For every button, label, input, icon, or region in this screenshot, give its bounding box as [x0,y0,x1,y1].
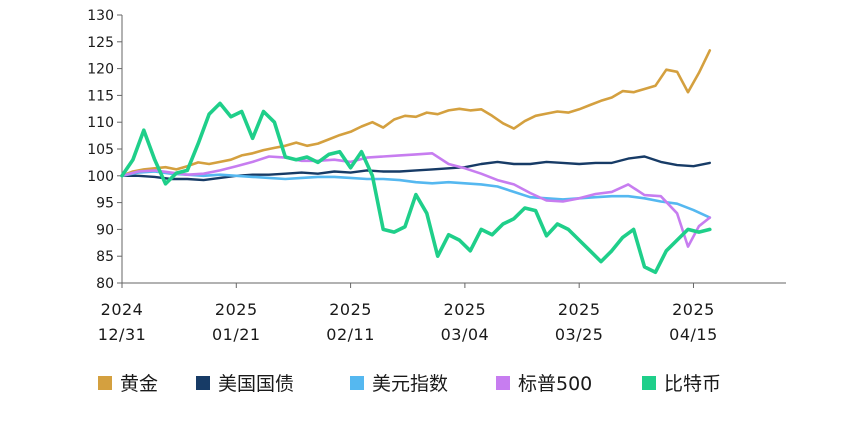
y-tick-label: 105 [87,142,114,158]
legend-label: 标普500 [518,373,592,395]
x-tick-date: 01/21 [212,325,261,344]
y-axis-ticks: 80 85 90 95 100 105 110 115 120 125 130 [87,8,122,292]
y-tick-label: 90 [96,222,114,238]
x-tick-year: 2025 [672,300,715,319]
legend-label: 黄金 [120,373,158,395]
legend-label: 比特币 [664,373,721,395]
x-tick-year: 2024 [101,300,144,319]
x-tick-year: 2025 [329,300,372,319]
legend-swatch [350,376,364,390]
legend-swatch [98,376,112,390]
x-tick-date: 03/04 [441,325,490,344]
x-tick-date: 04/15 [669,325,718,344]
x-tick-date: 03/25 [555,325,604,344]
series-line-3 [120,170,712,219]
series-line-5 [120,101,712,275]
y-tick-label: 115 [87,88,114,104]
x-axis-ticks: 2024 12/31 2025 01/21 2025 02/11 2025 03/04 2025… [98,283,718,344]
x-tick-date: 12/31 [98,325,147,344]
legend-swatch [642,376,656,390]
y-tick-label: 120 [87,62,114,78]
series-line-2 [120,155,711,182]
y-tick-label: 125 [87,35,114,51]
y-tick-label: 80 [96,276,114,292]
y-tick-label: 100 [87,169,114,185]
legend-swatch [196,376,210,390]
x-tick-year: 2025 [558,300,601,319]
chart-series [120,49,712,275]
series-line-1 [120,49,712,178]
series-line-4 [120,152,712,248]
y-tick-label: 85 [96,249,114,265]
y-tick-label: 130 [87,8,114,24]
legend-label: 美国国债 [218,373,294,395]
legend-label: 美元指数 [372,373,448,395]
y-tick-label: 110 [87,115,114,131]
x-tick-year: 2025 [215,300,258,319]
y-tick-label: 95 [96,196,114,212]
x-tick-year: 2025 [444,300,487,319]
x-tick-date: 02/11 [326,325,375,344]
chart-legend: 黄金 美国国债 美元指数 标普500 比特币 [98,373,721,395]
legend-swatch [496,376,510,390]
